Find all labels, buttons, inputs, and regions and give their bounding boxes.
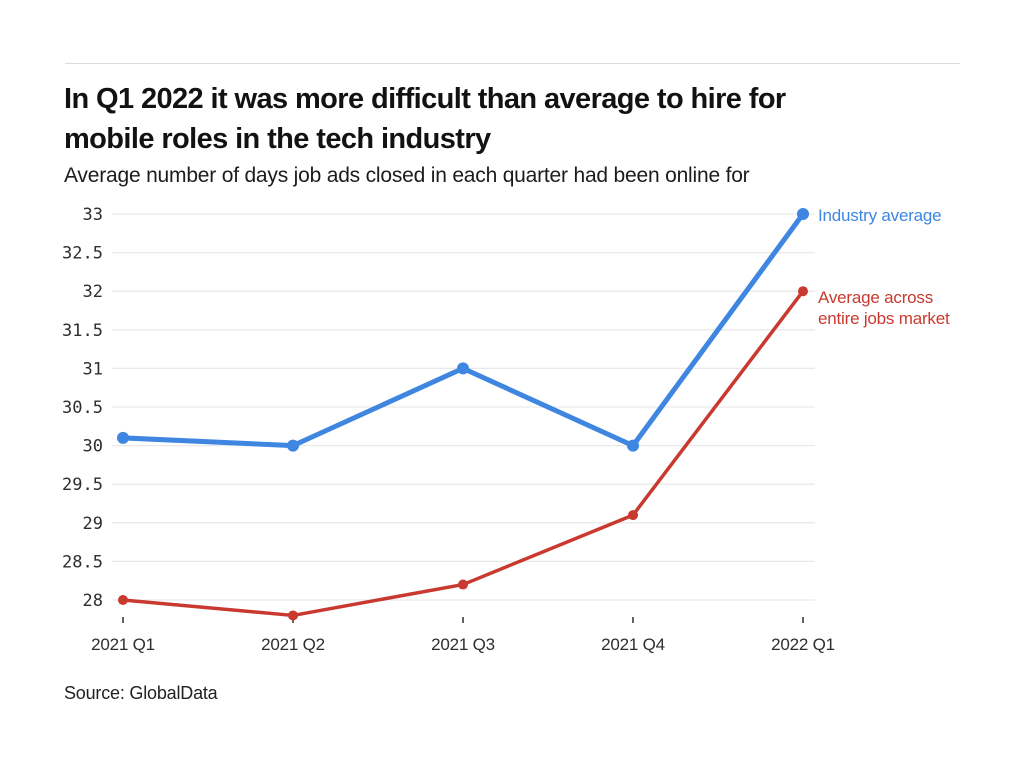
data-point <box>628 510 638 521</box>
x-axis-tick-label: 2021 Q2 <box>261 635 325 654</box>
x-axis-tick-label: 2022 Q1 <box>771 635 835 654</box>
page-title: In Q1 2022 it was more difficult than av… <box>64 79 964 159</box>
page-title-line2: mobile roles in the tech industry <box>64 123 491 155</box>
y-axis-tick-label: 31.5 <box>62 321 103 341</box>
top-divider <box>65 63 960 64</box>
page-title-line1: In Q1 2022 it was more difficult than av… <box>64 83 786 115</box>
y-axis-tick-label: 33 <box>83 205 103 225</box>
data-point <box>798 286 808 297</box>
y-axis-tick-label: 29 <box>83 514 103 534</box>
y-axis-tick-label: 28.5 <box>62 552 103 572</box>
data-point <box>117 431 129 444</box>
y-axis-tick-label: 29.5 <box>62 475 103 495</box>
y-axis-tick-label: 31 <box>83 359 103 379</box>
line-chart: 33 32.5 32 31.5 31 30.5 30 29.5 29 28.5 28 2021 Q1 2… <box>62 205 835 654</box>
data-point <box>288 610 298 621</box>
x-axis-tick-label: 2021 Q1 <box>91 635 155 654</box>
data-point <box>457 362 469 375</box>
chart-subtitle: Average number of days job ads closed in… <box>64 164 750 187</box>
y-axis-tick-label: 32.5 <box>62 244 103 264</box>
data-point <box>797 208 809 220</box>
source-attribution: Source: GlobalData <box>64 683 218 703</box>
legend-industry-average: Industry average <box>818 206 942 225</box>
data-point <box>287 439 299 452</box>
y-axis-tick-label: 30.5 <box>62 398 103 418</box>
data-point <box>118 595 128 605</box>
x-axis-tick-label: 2021 Q3 <box>431 635 495 654</box>
legend-entire-jobs-market: Average across entire jobs market <box>818 288 950 328</box>
y-axis-tick-label: 30 <box>83 437 103 457</box>
data-point <box>458 579 468 590</box>
y-axis-tick-label: 28 <box>83 591 103 611</box>
x-axis-tick-label: 2021 Q4 <box>601 635 665 654</box>
data-point <box>627 439 639 452</box>
series-line-1 <box>121 289 805 618</box>
y-axis-tick-label: 32 <box>83 282 103 302</box>
